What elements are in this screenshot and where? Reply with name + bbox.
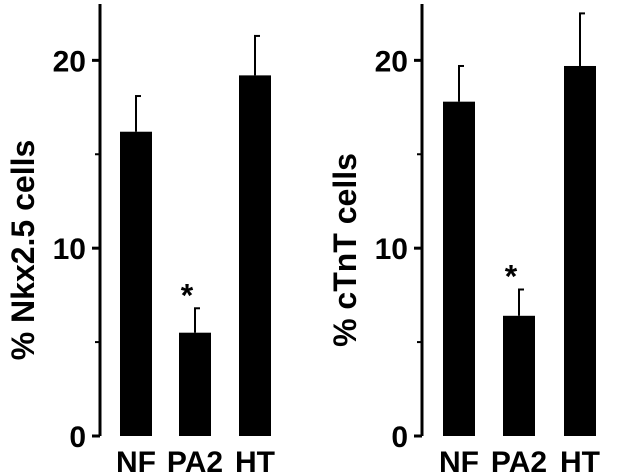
y-tick-label: 20	[375, 45, 408, 78]
y-tick-label: 10	[375, 233, 408, 266]
bar-pa2	[503, 315, 535, 436]
y-tick-label: 0	[69, 421, 86, 454]
chart-ctnt: 0 10 20 % cTnT cells NF * PA2 HT	[327, 4, 600, 476]
x-tick-label: NF	[439, 446, 479, 476]
bar-ht	[564, 65, 596, 436]
y-tick-label: 10	[53, 233, 86, 266]
chart-nkx25: 0 10 20 % Nkx2.5 cells NF * PA2 HT	[5, 4, 275, 476]
y-tick-label: 0	[391, 421, 408, 454]
y-tick-label: 20	[53, 45, 86, 78]
bar-pa2	[179, 332, 211, 436]
x-tick-label: PA2	[491, 446, 547, 476]
x-tick-label: HT	[560, 446, 600, 476]
bar-ht	[239, 75, 271, 437]
x-tick-label: NF	[116, 446, 156, 476]
y-axis-title: % cTnT cells	[327, 153, 363, 347]
y-axis-title: % Nkx2.5 cells	[5, 140, 41, 361]
x-tick-label: PA2	[167, 446, 223, 476]
bar-nf	[443, 101, 475, 437]
significance-marker: *	[181, 277, 194, 313]
bar-nf	[120, 131, 152, 436]
x-tick-label: HT	[235, 446, 275, 476]
significance-marker: *	[505, 258, 518, 294]
